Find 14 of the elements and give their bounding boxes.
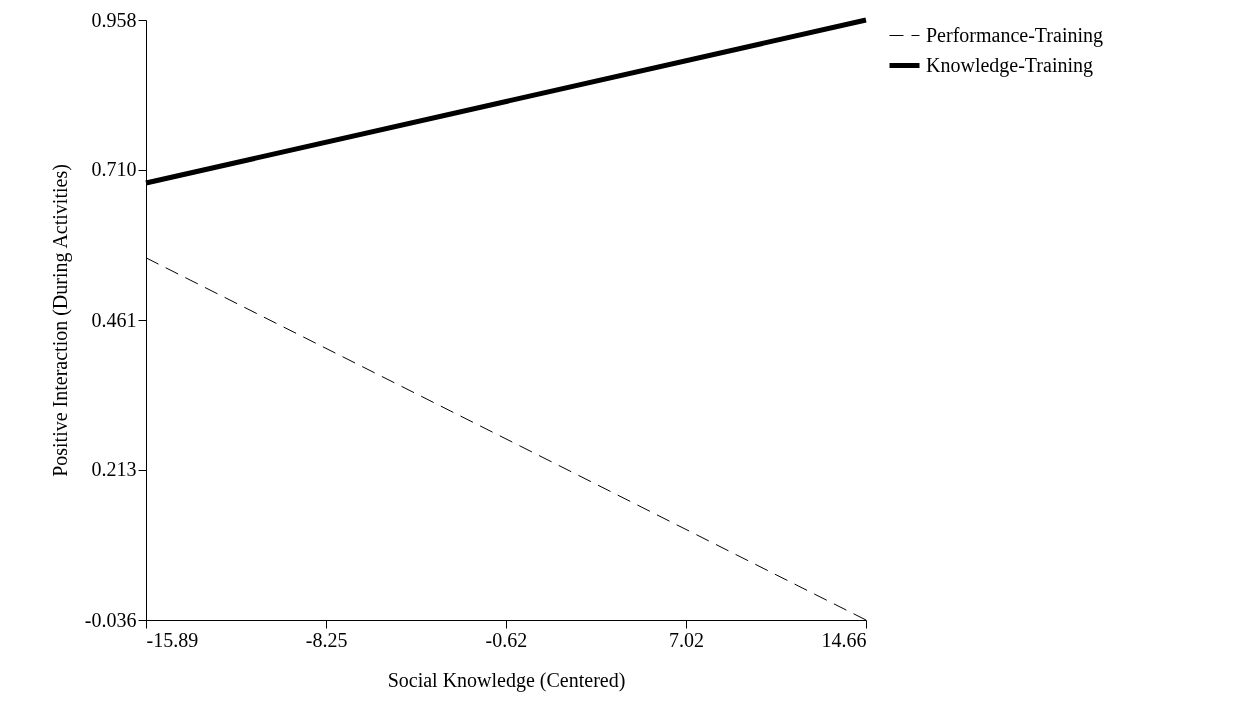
- y-axis-title: Positive Interaction (During Activities): [48, 164, 72, 477]
- y-tick-label: 0.710: [91, 158, 137, 181]
- x-tick-label: -0.62: [485, 628, 528, 651]
- x-tick-label: -15.89: [146, 628, 199, 651]
- y-tick-label: 0.958: [91, 8, 137, 31]
- x-tick-label: -8.25: [305, 628, 348, 651]
- y-tick-label: -0.036: [84, 608, 137, 631]
- y-tick-label: 0.461: [91, 308, 137, 331]
- x-axis-title: Social Knowledge (Centered): [387, 668, 626, 692]
- x-tick-label: 7.02: [668, 628, 704, 651]
- legend-label: Knowledge-Training: [926, 53, 1094, 77]
- y-tick-label: 0.213: [91, 458, 137, 481]
- x-tick-label: 14.66: [821, 628, 867, 651]
- legend-label: Performance-Training: [926, 23, 1103, 47]
